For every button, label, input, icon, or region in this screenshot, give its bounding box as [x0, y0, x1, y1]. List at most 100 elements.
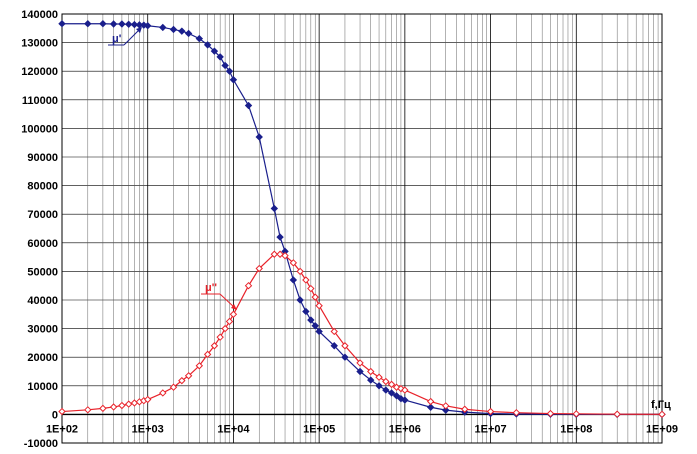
series-1-point — [401, 396, 409, 404]
series-1-point — [159, 23, 167, 32]
series-2-point — [99, 404, 107, 413]
series-1-point — [330, 342, 338, 350]
series-layer — [58, 20, 666, 419]
series-1-point — [221, 61, 229, 70]
annotation-mu-double-prime-label: μ'' — [205, 282, 217, 294]
series-2-point — [367, 367, 375, 376]
series-1-point — [225, 67, 234, 75]
series-1-point — [289, 276, 298, 284]
y-tick-label: 70000 — [27, 209, 58, 221]
series-1-point — [203, 41, 212, 49]
series-1-point — [382, 386, 390, 394]
series-2-point — [382, 377, 390, 386]
series-1-point — [315, 327, 323, 336]
series-1-point — [184, 29, 193, 38]
series-2-point — [118, 401, 126, 410]
series-1-point — [99, 20, 107, 28]
series-2-point — [315, 302, 323, 310]
series-2-point — [387, 380, 396, 389]
series-1-point — [356, 367, 364, 376]
y-tick-label: 60000 — [27, 238, 58, 250]
y-tick-label: 90000 — [27, 152, 58, 164]
series-1-point — [311, 322, 319, 330]
x-tick-label: 1E+08 — [560, 423, 592, 435]
series-1-point — [341, 353, 349, 361]
series-2-point — [486, 407, 495, 416]
series-1-point — [392, 392, 401, 400]
y-tick-label: 130000 — [21, 38, 58, 50]
series-2-point — [375, 373, 383, 381]
series-1-point — [442, 406, 450, 414]
series-1-point — [307, 316, 315, 324]
series-2-point — [512, 408, 521, 417]
series-1-point — [130, 20, 139, 29]
series-1-point — [178, 27, 186, 35]
series-2-point — [330, 327, 338, 336]
series-2-point — [613, 410, 621, 418]
y-tick-label: 40000 — [27, 295, 58, 307]
series-2 — [58, 250, 666, 419]
series-1-point — [144, 22, 152, 30]
series-2-point — [216, 333, 224, 341]
series-1-point — [387, 389, 396, 397]
x-tick-label: 1E+03 — [132, 423, 164, 435]
series-2-point — [255, 264, 263, 273]
y-tick-label: 100000 — [21, 123, 58, 135]
series-2-point — [58, 407, 66, 416]
series-2-point — [442, 402, 450, 410]
series-1-point — [375, 382, 383, 390]
series-2-point — [426, 397, 435, 406]
series-2-point — [159, 389, 167, 397]
series-1-point — [302, 307, 310, 316]
x-tick-label: 1E+09 — [646, 423, 678, 435]
x-tick-label: 1E+02 — [46, 423, 78, 435]
series-1-point — [84, 20, 92, 28]
annotation-mu-double-prime-leader — [219, 293, 236, 309]
series-2-point — [229, 310, 238, 319]
series-1-point — [118, 20, 126, 28]
series-1-point — [229, 76, 238, 84]
y-tick-label: -10000 — [24, 438, 58, 450]
series-1-point — [367, 376, 375, 384]
series-1-point — [124, 20, 133, 29]
plot-area — [62, 14, 662, 443]
series-2-point — [401, 386, 409, 394]
y-tick-label: 140000 — [21, 9, 58, 21]
grid — [61, 13, 663, 444]
annotation-mu-double-prime-arrowhead — [231, 304, 237, 310]
x-tick-label: 1E+04 — [217, 423, 250, 435]
series-2-point — [311, 293, 319, 301]
series-2-point — [572, 410, 580, 418]
x-tick-label: 1E+06 — [389, 423, 421, 435]
plot-frame — [61, 13, 663, 444]
series-2-point — [203, 350, 212, 359]
series-2-point — [244, 281, 253, 290]
annotation-mu-prime: μ' — [108, 27, 142, 46]
series-1-point — [296, 296, 304, 304]
series-2-point — [658, 410, 666, 419]
series-1-point — [109, 20, 118, 28]
annotation-mu-prime-label: μ' — [112, 33, 122, 45]
series-2-point — [124, 400, 133, 408]
y-tick-label: 120000 — [21, 66, 58, 78]
series-1-point — [244, 101, 253, 110]
series-1-point — [58, 20, 66, 28]
annotation-mu-prime-leader — [123, 28, 141, 46]
series-2-point — [307, 284, 315, 293]
y-tick-label: 110000 — [22, 95, 58, 107]
series-2-point — [302, 276, 310, 284]
y-tick-label: 80000 — [27, 181, 58, 193]
series-1-point — [195, 34, 204, 43]
series-1-point — [210, 47, 219, 55]
series-2-point — [341, 342, 349, 350]
annotation-mu-double-prime: μ'' — [201, 282, 237, 310]
series-2-point — [84, 406, 92, 414]
series-2-point — [296, 267, 304, 276]
series-2-point — [461, 405, 469, 413]
y-tick-label: 0 — [52, 409, 58, 421]
series-2-point — [109, 403, 118, 411]
annotation-mu-prime-arrowhead — [136, 27, 142, 33]
series-2-point — [225, 317, 234, 326]
series-1-point — [276, 233, 284, 241]
